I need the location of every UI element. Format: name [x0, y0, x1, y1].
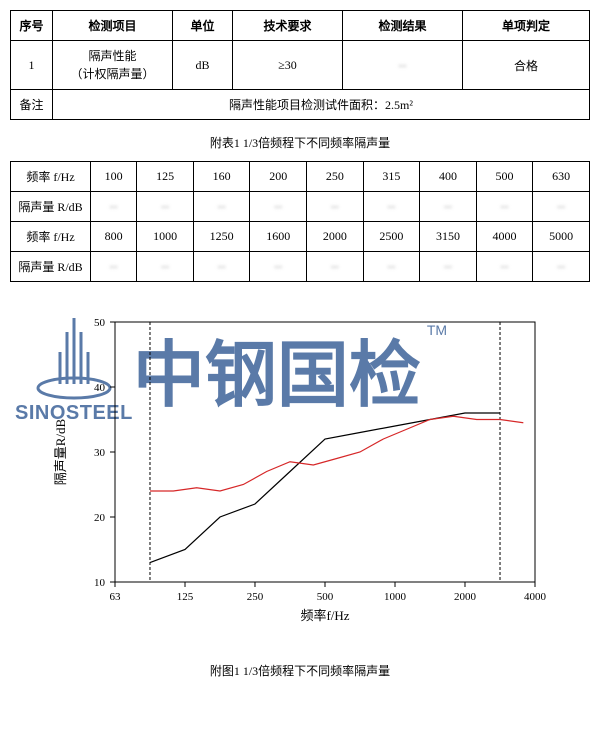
svg-text:2000: 2000 — [454, 591, 477, 603]
svg-text:30: 30 — [94, 447, 106, 459]
svg-text:20: 20 — [94, 512, 106, 524]
svg-text:10: 10 — [94, 577, 106, 589]
cell-judge: 合格 — [463, 41, 590, 90]
r-label: 隔声量 R/dB — [11, 252, 91, 282]
svg-text:63: 63 — [110, 591, 122, 603]
cell-unit: dB — [173, 41, 233, 90]
r-row-a: 隔声量 R/dB ------ ------ ------ — [11, 192, 590, 222]
freq-row-a: 频率 f/Hz 100 125 160 200 250 315 400 500 … — [11, 162, 590, 192]
frequency-table: 频率 f/Hz 100 125 160 200 250 315 400 500 … — [10, 161, 590, 282]
svg-text:500: 500 — [317, 591, 334, 603]
svg-text:50: 50 — [94, 317, 106, 329]
chart-svg: 10 20 30 40 50 63 125 250 500 1000 2000 4000 频率f/Hz 隔… — [45, 302, 555, 632]
cell-item: 隔声性能（计权隔声量） — [53, 41, 173, 90]
col-result: 检测结果 — [343, 11, 463, 41]
note-text: 隔声性能项目检测试件面积：2.5m² — [53, 90, 590, 120]
col-unit: 单位 — [173, 11, 233, 41]
freq-row-b: 频率 f/Hz 800 1000 1250 1600 2000 2500 315… — [11, 222, 590, 252]
cell-seq: 1 — [11, 41, 53, 90]
freq-label: 频率 f/Hz — [11, 162, 91, 192]
svg-text:40: 40 — [94, 382, 106, 394]
table-caption: 附表1 1/3倍频程下不同频率隔声量 — [10, 134, 590, 151]
col-seq: 序号 — [11, 11, 53, 41]
svg-text:频率f/Hz: 频率f/Hz — [300, 608, 349, 623]
svg-text:4000: 4000 — [524, 591, 547, 603]
r-label: 隔声量 R/dB — [11, 192, 91, 222]
svg-text:隔声量R/dB: 隔声量R/dB — [53, 418, 68, 485]
figure-caption: 附图1 1/3倍频程下不同频率隔声量 — [10, 662, 590, 679]
svg-text:1000: 1000 — [384, 591, 407, 603]
inspection-table: 序号 检测项目 单位 技术要求 检测结果 单项判定 1 隔声性能（计权隔声量） … — [10, 10, 590, 120]
table-note-row: 备注 隔声性能项目检测试件面积：2.5m² — [11, 90, 590, 120]
freq-label: 频率 f/Hz — [11, 222, 91, 252]
cell-result: -- — [343, 41, 463, 90]
svg-text:125: 125 — [177, 591, 194, 603]
cell-req: ≥30 — [233, 41, 343, 90]
col-req: 技术要求 — [233, 11, 343, 41]
chart-container: SINOSTEEL 中钢国检 TM 1020304050631252505001… — [45, 302, 555, 632]
svg-text:250: 250 — [247, 591, 264, 603]
r-row-b: 隔声量 R/dB ------ ------ ------ — [11, 252, 590, 282]
note-label: 备注 — [11, 90, 53, 120]
table-row: 1 隔声性能（计权隔声量） dB ≥30 -- 合格 — [11, 41, 590, 90]
col-judge: 单项判定 — [463, 11, 590, 41]
col-item: 检测项目 — [53, 11, 173, 41]
